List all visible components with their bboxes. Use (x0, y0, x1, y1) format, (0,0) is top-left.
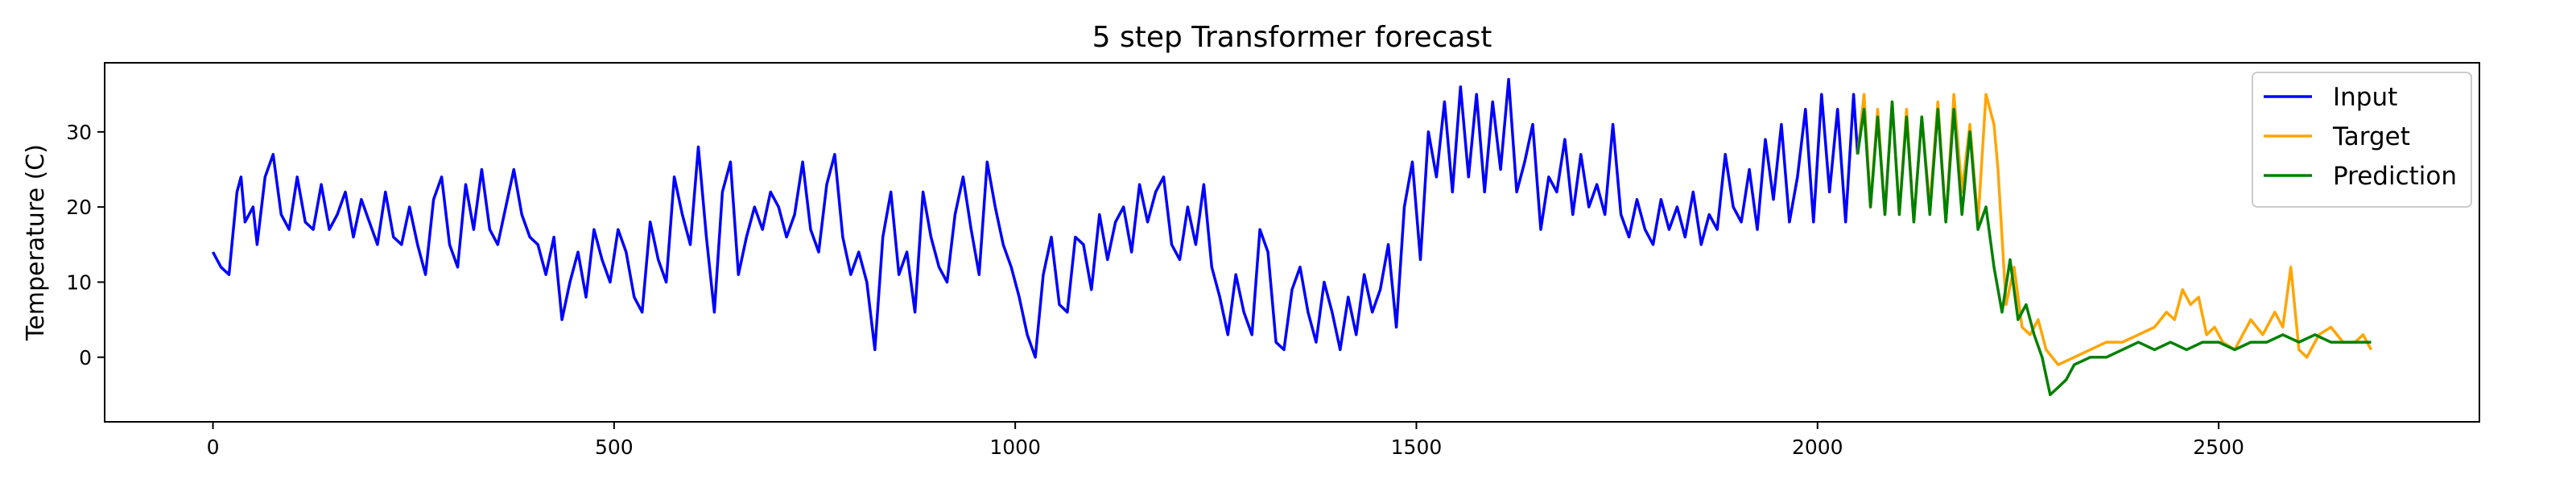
x-tick-label: 2000 (1792, 436, 1843, 459)
x-axis: 0 500 1000 1500 2000 2500 (207, 422, 2244, 459)
y-tick-label: 0 (79, 346, 92, 369)
y-axis-label: Temperature (C) (22, 144, 50, 341)
series-line-prediction (1856, 100, 2372, 397)
chart-title: 5 step Transformer forecast (1092, 21, 1492, 54)
x-tick-label: 1000 (989, 436, 1041, 459)
y-tick-label: 30 (66, 121, 92, 144)
legend: Input Target Prediction (2252, 72, 2472, 208)
legend-box (2252, 72, 2472, 208)
legend-label: Input (2333, 83, 2397, 112)
series-line-input (211, 77, 1860, 359)
plot-frame (104, 62, 2480, 423)
y-tick-label: 10 (66, 270, 92, 294)
x-tick-label: 0 (207, 436, 220, 459)
x-tick-label: 2500 (2193, 436, 2244, 459)
legend-label: Target (2332, 122, 2410, 151)
legend-label: Prediction (2333, 162, 2457, 191)
series-layer (211, 77, 2373, 397)
y-axis: 0 10 20 30 (66, 121, 105, 369)
x-tick-label: 1500 (1391, 436, 1443, 459)
y-tick-label: 20 (66, 196, 92, 219)
x-tick-label: 500 (595, 436, 634, 459)
